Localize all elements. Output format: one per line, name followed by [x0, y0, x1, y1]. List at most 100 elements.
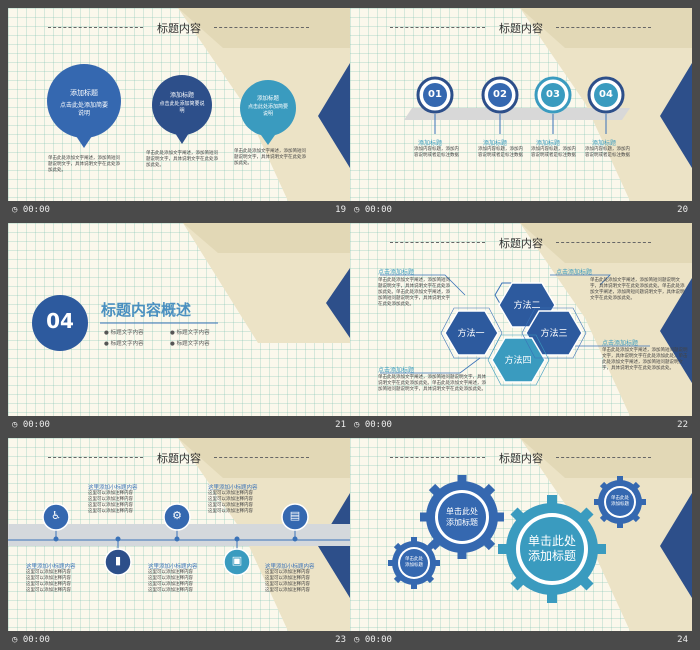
bullet-item: ● 标题文字内容 [170, 341, 210, 347]
milestone-title: 这里添加小标题内容 [26, 564, 76, 570]
slide-time: 00:00 [364, 420, 392, 430]
step-description: 添加内容标题，添加内容说明或者是标注数据 [531, 147, 576, 158]
slide-canvas: 标题内容 添加标题 点击此处添加简要说明 添加标题 点击此处添加简要说明 添加标… [8, 8, 350, 201]
slide-number: 21 [335, 420, 346, 430]
step-description: 添加内容标题，添加内容说明或者是标注数据 [414, 147, 459, 158]
slide-title: 标题内容 [157, 452, 201, 465]
slide-canvas: 标题内容 01 02 03 04 添加标题 添加标题 添加标题 添加标题 添加内… [350, 8, 692, 201]
slide-thumbnail-23[interactable]: 标题内容 ♿ ⚙ ▤ ▮ ▣ 这里添加小标题内容 这里可以添加注释内容 这里可以添… [8, 438, 350, 650]
timer-icon: ◷ [354, 635, 365, 645]
title-divider [214, 27, 309, 28]
step-description: 添加内容标题，添加内容说明或者是标注数据 [585, 147, 630, 158]
slide-number: 24 [677, 635, 688, 645]
step-label: 添加标题 [536, 140, 561, 147]
callout-description: 单击此处添加文字阐述，添加简短问题说明文字，具体说明文字在此处添加此处。单击此处… [378, 375, 486, 392]
slide-time: 00:00 [364, 635, 392, 645]
title-divider [556, 242, 651, 243]
bubble-subtitle: 点击此处添加简要说明 [59, 102, 108, 117]
wheelchair-icon: ♿ [51, 509, 61, 522]
slide-number: 20 [677, 205, 688, 215]
slide-title: 标题内容 [499, 452, 543, 465]
slide-number: 23 [335, 635, 346, 645]
slide-time: 00:00 [22, 420, 50, 430]
hex-label-1: 方法一 [457, 327, 484, 339]
slide-number: 19 [335, 205, 346, 215]
slide-canvas: 标题内容 单击此处 添加标题 单击此处 添加标题 单击此处 添加标题 单击此处 添加标题 [350, 438, 692, 631]
step-number: 02 [493, 89, 507, 100]
title-divider [48, 457, 143, 458]
chat-icon: ▤ [289, 509, 301, 522]
step-number: 01 [428, 89, 442, 100]
milestone-notes: 这里可以添加注释内容 这里可以添加注释内容 这里可以添加注释内容 这里可以添加注释内容 [88, 491, 133, 514]
slide-time: 00:00 [22, 205, 50, 215]
step-label: 添加标题 [418, 140, 443, 147]
title-divider [48, 27, 143, 28]
step-label: 添加标题 [483, 140, 508, 147]
slide-footer: ◷ 00:00 22 [350, 419, 692, 433]
bubble-subtitle: 点击此处添加简要说明 [247, 104, 288, 117]
bubble-description: 单击此处添加文字阐述，添加简短问题说明文字，具体说明文字在此处添加此处。 [48, 156, 120, 173]
slide-thumbnail-22[interactable]: 方法二 方法一 方法三 方法四 标题内容 点击添加标题 单击此处添加文字阐述，添… [350, 223, 692, 435]
timer-icon: ◷ [354, 205, 365, 215]
title-divider [390, 457, 485, 458]
hex-label-4: 方法四 [504, 354, 531, 366]
decor-shapes [8, 438, 350, 631]
callout-description: 单击此处添加文字阐述，添加简短问题说明文字，具体说明文字在此处添加此处。单击此处… [378, 278, 450, 307]
gear-shape-xl [498, 495, 606, 603]
step-label: 添加标题 [592, 140, 617, 147]
title-divider [556, 457, 651, 458]
bubble-description: 单击此处添加文字阐述，添加简短问题说明文字，具体说明文字在此处添加此处。 [234, 149, 306, 166]
slide-time: 00:00 [22, 635, 50, 645]
milestone-notes: 这里可以添加注释内容 这里可以添加注释内容 这里可以添加注释内容 这里可以添加注释内容 [148, 570, 193, 593]
title-divider [556, 27, 651, 28]
bubble-subtitle: 点击此处添加简要说明 [159, 101, 205, 114]
gear-icon: ⚙ [172, 509, 182, 522]
slide-footer: ◷ 00:00 20 [350, 204, 692, 218]
slide-footer: ◷ 00:00 23 [8, 634, 350, 648]
gear-label: 单击此处 添加标题 [405, 557, 423, 568]
bubble-title: 添加标题 [169, 92, 194, 99]
slide-thumbnail-20[interactable]: 标题内容 01 02 03 04 添加标题 添加标题 添加标题 添加标题 添加内… [350, 8, 692, 220]
step-number: 04 [599, 89, 613, 100]
decor-shapes [404, 8, 692, 201]
milestone-notes: 这里可以添加注释内容 这里可以添加注释内容 这里可以添加注释内容 这里可以添加注释内容 [265, 570, 310, 593]
callout-title: 点击添加标题 [378, 269, 415, 276]
slide-footer: ◷ 00:00 21 [8, 419, 350, 433]
section-badge: 04 [46, 309, 74, 333]
bubble-shapes [47, 64, 296, 148]
slide-thumbnail-19[interactable]: 标题内容 添加标题 点击此处添加简要说明 添加标题 点击此处添加简要说明 添加标… [8, 8, 350, 220]
milestone-title: 这里添加小标题内容 [148, 564, 198, 570]
milestone-title: 这里添加小标题内容 [88, 485, 138, 491]
slide-title: 标题内容 [499, 237, 543, 250]
bullet-item: ● 标题文字内容 [104, 330, 144, 336]
hex-label-2: 方法二 [513, 299, 540, 311]
slide-footer: ◷ 00:00 24 [350, 634, 692, 648]
slide-footer: ◷ 00:00 19 [8, 204, 350, 218]
gear-shape-small [388, 537, 440, 589]
title-divider [390, 27, 485, 28]
bubble-title: 添加标题 [70, 89, 98, 97]
slide-thumbnail-21[interactable]: 04 标题内容概述 ● 标题文字内容 ● 标题文字内容 ● 标题文字内容 ● 标… [8, 223, 350, 435]
slide-number: 22 [677, 420, 688, 430]
decor-shapes [388, 438, 692, 631]
slide-canvas: 04 标题内容概述 ● 标题文字内容 ● 标题文字内容 ● 标题文字内容 ● 标… [8, 223, 350, 416]
gear-label: 单击此处 添加标题 [611, 496, 629, 507]
slide-title: 标题内容 [157, 22, 201, 35]
timer-icon: ◷ [12, 635, 23, 645]
milestone-title: 这里添加小标题内容 [208, 485, 258, 491]
bubble-description: 单击此处添加文字阐述，添加简短问题说明文字，具体说明文字在此处添加此处。 [146, 151, 218, 168]
callout-title: 点击添加标题 [378, 367, 415, 374]
slide-thumbnail-24[interactable]: 标题内容 单击此处 添加标题 单击此处 添加标题 单击此处 添加标题 单击此处 添加标题… [350, 438, 692, 650]
callout-title: 点击添加标题 [602, 340, 639, 347]
timer-icon: ◷ [12, 420, 23, 430]
callout-description: 单击此处添加文字阐述，添加简短问题说明文字，具体说明文字在此处添加此处。单击此处… [590, 278, 685, 301]
hex-label-3: 方法三 [540, 327, 567, 339]
milestone-notes: 这里可以添加注释内容 这里可以添加注释内容 这里可以添加注释内容 这里可以添加注释内容 [208, 491, 253, 514]
title-divider [390, 242, 485, 243]
callout-description: 单击此处添加文字阐述，添加简短问题说明文字，具体说明文字在此处添加此处。单击此处… [602, 348, 688, 371]
slide-canvas: 标题内容 ♿ ⚙ ▤ ▮ ▣ 这里添加小标题内容 这里可以添加注释内容 这里可以添… [8, 438, 350, 631]
gear-label: 单击此处 添加标题 [527, 534, 576, 563]
bar-chart-icon: ▮ [114, 554, 122, 567]
timer-icon: ◷ [354, 420, 365, 430]
bullet-item: ● 标题文字内容 [104, 341, 144, 347]
